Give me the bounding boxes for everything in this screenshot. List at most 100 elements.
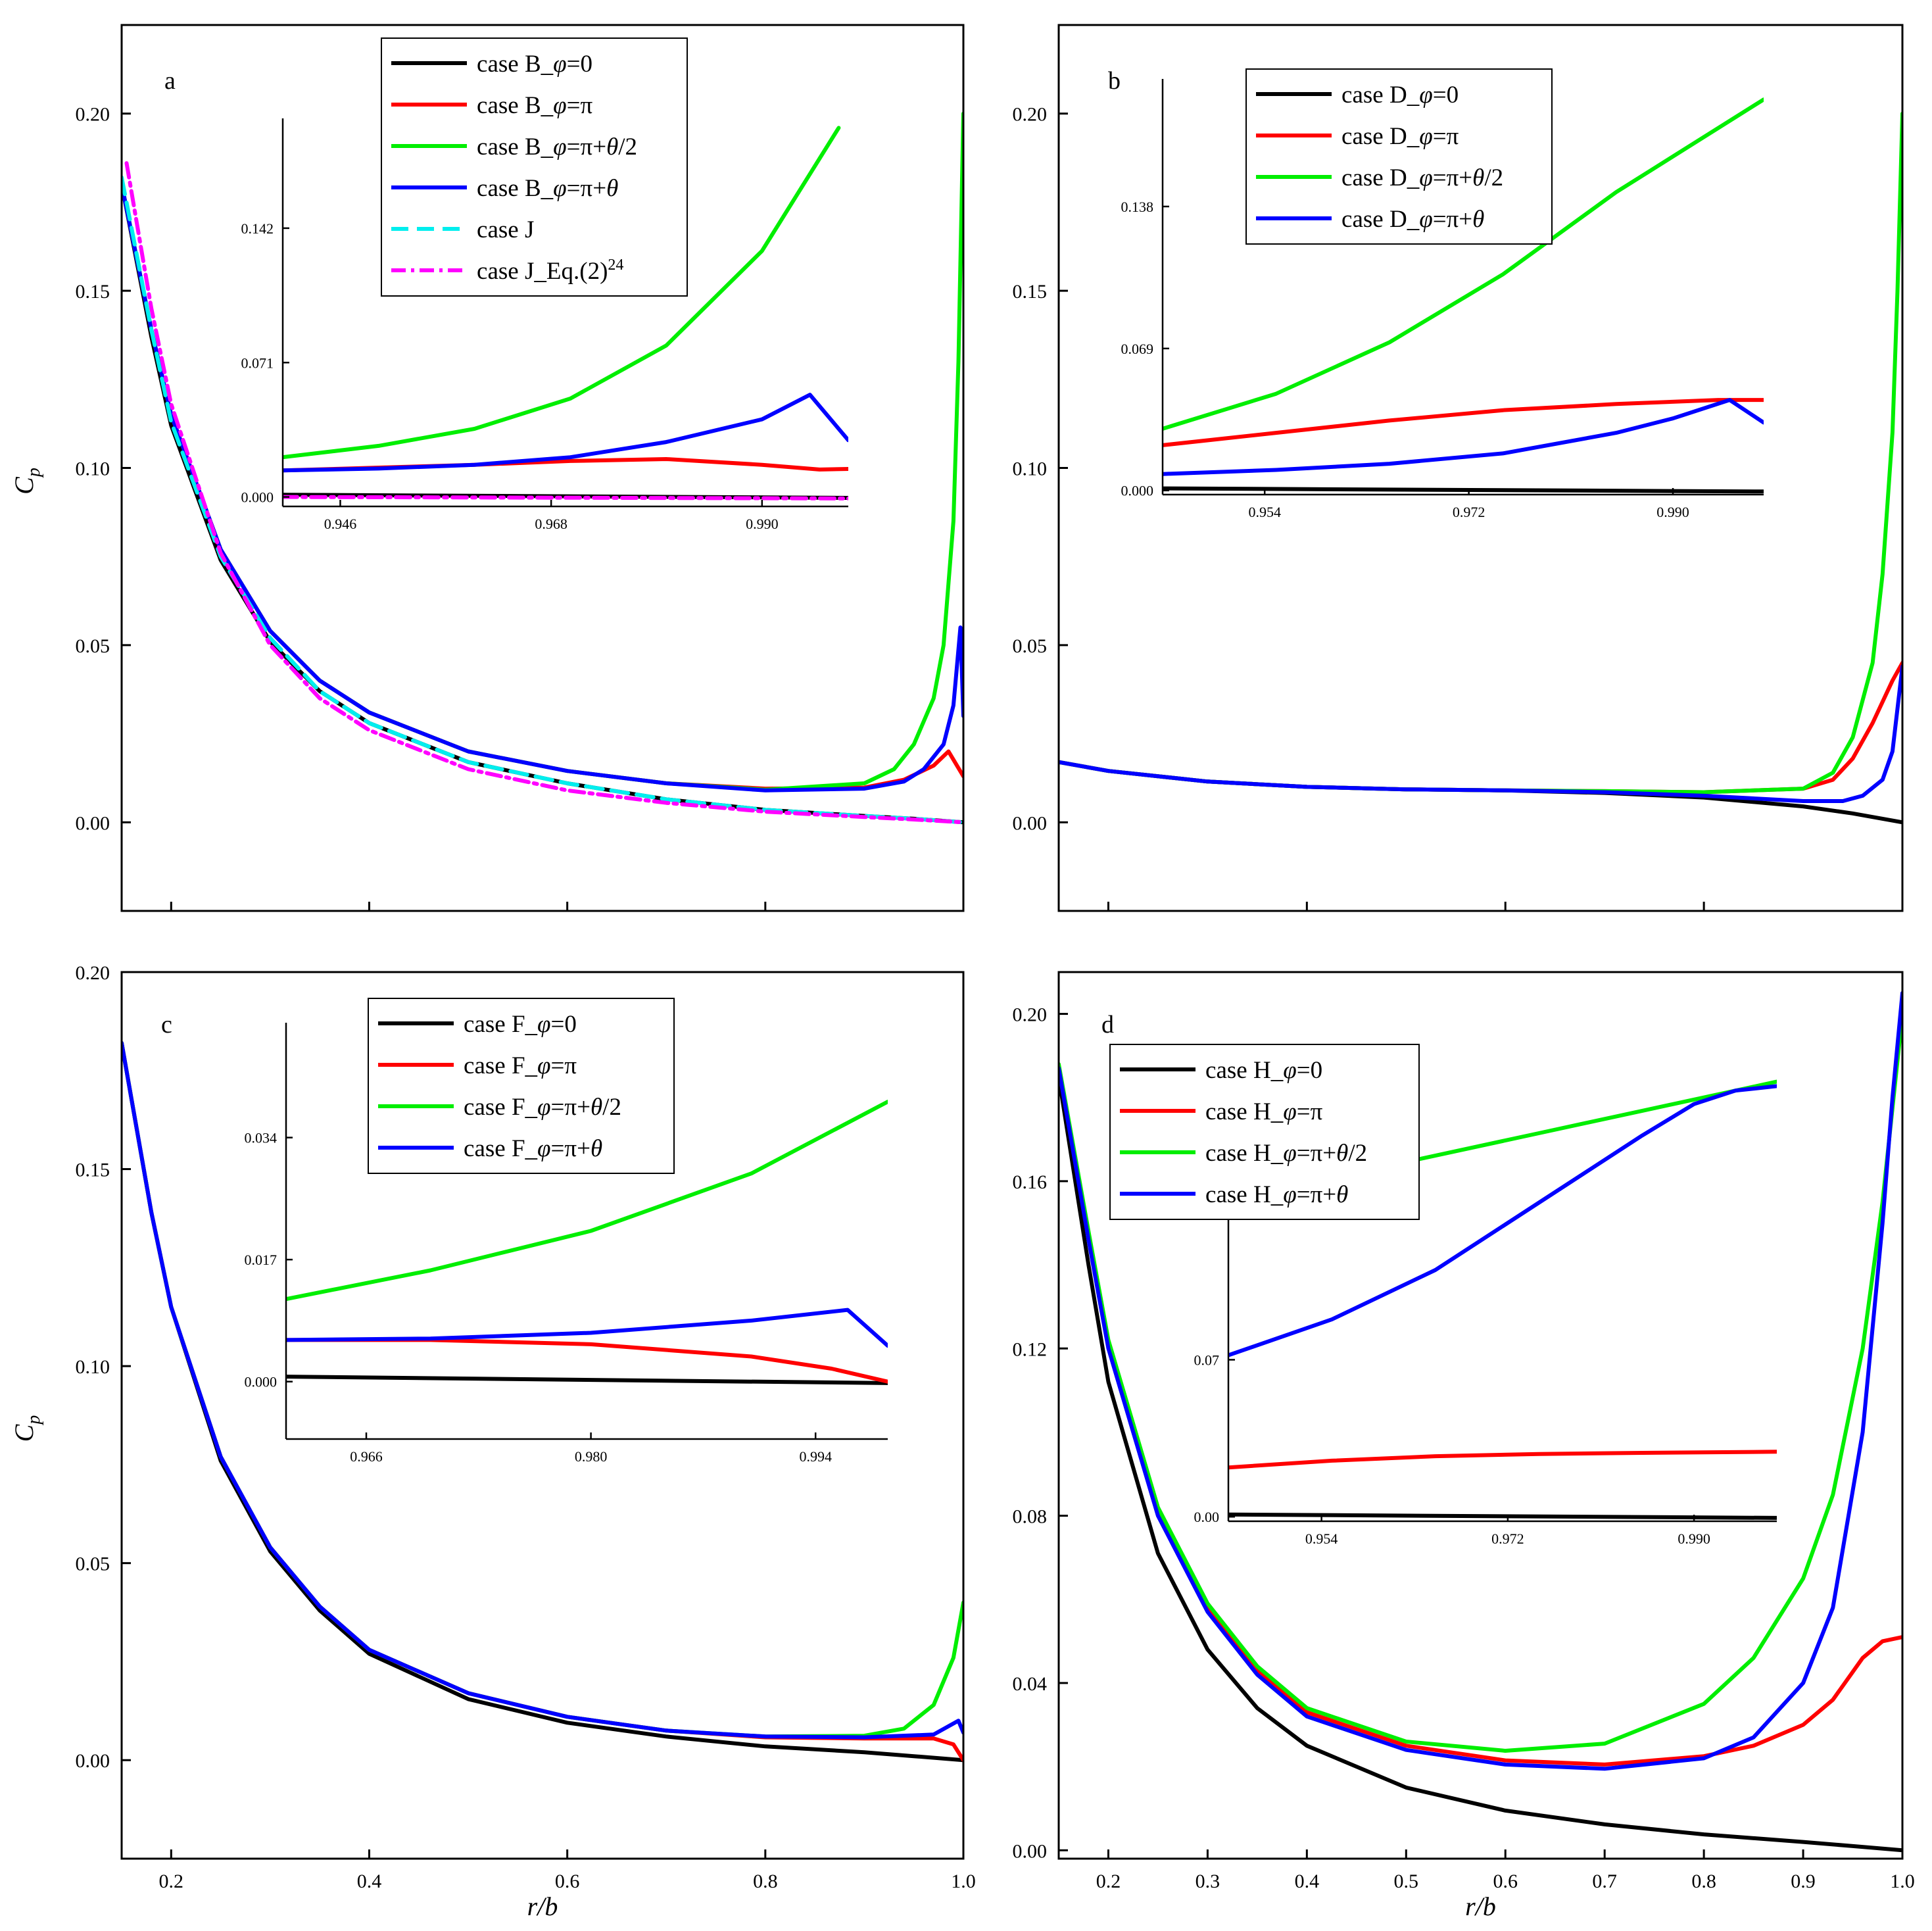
y-tick-label: 0.04	[1013, 1673, 1048, 1695]
series-line-1	[1059, 1075, 1902, 1853]
inset-x-tick-label: 0.954	[1248, 504, 1281, 520]
y-tick-label: 0.12	[1013, 1338, 1048, 1360]
inset-x-tick-label: 0.990	[746, 516, 779, 532]
inset-y-tick-label: 0.00	[1194, 1509, 1220, 1525]
panel-c: 0.00 0.05 0.10 0.15 0.20 0.2 0.4 0.6 0.8 1.0 Cp r/b…	[9, 962, 976, 1921]
legend-entry-label: case D_φ=π+θ/2	[1341, 164, 1503, 191]
legend-entry-label: case D_φ=π+θ	[1341, 206, 1484, 233]
legend-entry-label: case H_φ=π+θ/2	[1205, 1140, 1367, 1167]
y-tick-label: 0.00	[1013, 1840, 1048, 1862]
legend-entry-label: case F_φ=π+θ/2	[464, 1094, 621, 1121]
legend-entry-label: case F_φ=0	[464, 1011, 577, 1038]
panel-letter: c	[161, 1011, 172, 1039]
inset-x-tick-label: 0.946	[324, 516, 357, 532]
y-tick-label: 0.10	[76, 1356, 110, 1378]
series-line-4	[122, 1040, 963, 1740]
y-tick-label: 0.20	[1013, 1004, 1048, 1026]
legend-box	[1109, 1044, 1420, 1220]
panel-d: 0.00 0.04 0.08 0.12 0.16 0.20 0.2 0.3 0.4 0.5 0.6 0…	[1013, 971, 1915, 1921]
inset-series-line-2	[286, 1338, 888, 1384]
y-tick-label: 0.00	[1013, 812, 1048, 834]
inset-y-tick-label: 0.000	[241, 489, 274, 506]
x-tick-label: 0.8	[753, 1870, 778, 1892]
inset-y-tick-label: 0.142	[241, 220, 274, 237]
y-tick-label: 0.15	[76, 281, 110, 303]
inset-x-tick-label: 0.968	[535, 516, 568, 532]
legend-entry-label: case D_φ=π	[1341, 123, 1459, 150]
inset-x-tick-label: 0.966	[350, 1448, 383, 1465]
inset-y-tick-label: 0.069	[1121, 341, 1154, 357]
y-tick-label: 0.20	[76, 104, 110, 126]
inset-y-tick-label: 0.017	[245, 1252, 278, 1268]
y-tick-label: 0.10	[1013, 458, 1048, 480]
series-group	[122, 1040, 963, 1763]
legend-entry-label: case H_φ=π+θ	[1205, 1181, 1348, 1208]
legend-box	[1245, 68, 1553, 245]
inset-x-tick-label: 0.972	[1453, 504, 1485, 520]
series-line-1	[1059, 760, 1902, 825]
series-line-3	[1059, 1012, 1902, 1753]
y-tick-label: 0.20	[1013, 104, 1048, 126]
inset-a: 0.000 0.071 0.142 0.946 0.968 0.990	[241, 118, 848, 532]
inset-series-line-4	[1163, 398, 1764, 476]
series-line-6	[124, 161, 963, 825]
inset-b: 0.000 0.069 0.138 0.954 0.972 0.990	[1121, 79, 1764, 520]
inset-series-group	[283, 126, 848, 501]
series-line-4	[1059, 990, 1902, 1771]
inset-y-tick-label: 0.138	[1121, 199, 1154, 215]
panel-letter: d	[1101, 1011, 1114, 1039]
axes-frame	[120, 971, 965, 1860]
legend-entry-label: case B_φ=π	[477, 92, 593, 119]
legend-entry-label: case B_φ=π+θ	[477, 175, 618, 202]
x-axis-label: r/b	[527, 1892, 558, 1921]
legend-entry-label: case J	[477, 216, 534, 243]
inset-series-line-4	[283, 126, 841, 460]
inset-y-tick-label: 0.000	[245, 1374, 278, 1390]
legend-entry-label: case H_φ=π	[1205, 1098, 1323, 1125]
legend-entry-label: case J_Eq.(2)24	[477, 257, 623, 285]
x-tick-label: 0.3	[1195, 1870, 1220, 1892]
y-tick-label: 0.15	[1013, 281, 1048, 303]
inset-x-tick-label: 0.980	[575, 1448, 608, 1465]
y-tick-label: 0.05	[76, 1553, 110, 1575]
series-group	[1059, 990, 1902, 1853]
inset-series-line-2	[283, 495, 848, 501]
y-tick-label: 0.20	[76, 962, 110, 984]
series-line-4	[1059, 664, 1902, 803]
inset-series-line-3	[286, 1100, 888, 1302]
inset-series-line-1	[286, 1375, 888, 1385]
y-axis-label: Cp	[9, 468, 44, 495]
y-tick-label: 0.10	[76, 458, 110, 480]
x-tick-label: 0.5	[1394, 1870, 1419, 1892]
panel-a: 0.000.050.100.150.20Cpa0.0000.0710.1420.…	[9, 24, 965, 912]
x-tick-label: 0.4	[357, 1870, 382, 1892]
x-tick-label: 0.4	[1295, 1870, 1320, 1892]
x-axis-label: r/b	[1465, 1892, 1496, 1921]
y-tick-label: 0.15	[76, 1160, 110, 1181]
inset-series-line-4	[286, 1308, 888, 1348]
inset-y-tick-label: 0.034	[245, 1130, 278, 1146]
inset-series-line-2	[1163, 398, 1764, 447]
series-line-5	[122, 175, 963, 825]
inset-y-tick-label: 0.000	[1121, 483, 1154, 499]
inset-series-group	[286, 1100, 888, 1385]
x-tick-label: 1.0	[951, 1870, 976, 1892]
x-tick-label: 0.2	[159, 1870, 184, 1892]
inset-series-line-1	[1163, 486, 1764, 494]
y-tick-label: 0.00	[76, 812, 110, 834]
axes-frame	[1057, 971, 1904, 1860]
inset-x-tick-label: 0.954	[1305, 1530, 1338, 1547]
series-line-2	[1059, 660, 1902, 794]
inset-series-group	[1163, 97, 1764, 494]
x-tick-label: 0.9	[1791, 1870, 1816, 1892]
legend-entry-label: case D_φ=0	[1341, 82, 1459, 109]
legend-entry-label: case H_φ=0	[1205, 1057, 1322, 1084]
inset-x-tick-label: 0.994	[799, 1448, 832, 1465]
y-tick-label: 0.00	[76, 1750, 110, 1772]
legend-entry-label: case B_φ=0	[477, 51, 592, 78]
x-tick-label: 1.0	[1890, 1870, 1915, 1892]
y-tick-label: 0.08	[1013, 1506, 1048, 1528]
